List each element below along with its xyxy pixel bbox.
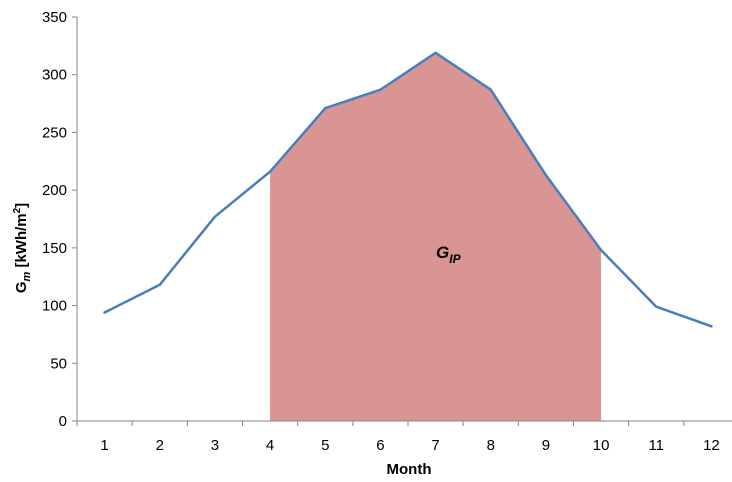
x-tick-label: 3 bbox=[211, 437, 219, 454]
data-point bbox=[103, 311, 106, 314]
x-axis-title: Month bbox=[387, 461, 432, 478]
data-point bbox=[489, 88, 492, 91]
data-point bbox=[544, 173, 548, 177]
x-tick-label: 9 bbox=[542, 437, 550, 454]
data-point bbox=[158, 283, 161, 286]
shaded-area bbox=[270, 52, 602, 421]
y-tick-label: 50 bbox=[50, 355, 67, 372]
y-axis-unit-superscript: 2 bbox=[12, 207, 23, 213]
data-point bbox=[213, 215, 217, 218]
y-tick-label: 150 bbox=[42, 240, 67, 257]
x-tick-label: 5 bbox=[321, 437, 329, 454]
x-tick-label: 7 bbox=[431, 437, 439, 454]
x-tick-label: 11 bbox=[648, 437, 664, 454]
data-point bbox=[379, 88, 382, 91]
y-axis-title: Gm [kWh/m2] bbox=[12, 203, 33, 293]
x-tick-label: 8 bbox=[487, 437, 495, 454]
y-axis-symbol: G bbox=[13, 282, 30, 294]
shaded-area-label-symbol: G bbox=[436, 243, 449, 262]
data-point bbox=[434, 51, 437, 54]
x-tick-label: 1 bbox=[100, 437, 108, 454]
y-tick-label: 100 bbox=[42, 298, 67, 315]
data-point bbox=[710, 325, 713, 328]
series-line bbox=[103, 51, 713, 328]
shaded-area-label-subscript: IP bbox=[449, 252, 461, 266]
shaded-area-layer bbox=[270, 52, 602, 421]
y-tick-label: 0 bbox=[59, 413, 67, 430]
data-point bbox=[655, 305, 658, 308]
data-point bbox=[599, 248, 603, 252]
y-tick-label: 350 bbox=[42, 9, 67, 26]
y-axis-unit: [kWh/m bbox=[13, 213, 30, 271]
y-axis-subscript: m bbox=[21, 272, 33, 282]
shaded-area-label: GIP bbox=[436, 243, 462, 266]
y-axis-unit-close: ] bbox=[13, 203, 30, 208]
y-tick-label: 250 bbox=[42, 124, 67, 141]
x-tick-label: 6 bbox=[376, 437, 384, 454]
axes-layer bbox=[72, 16, 732, 426]
y-tick-label: 300 bbox=[42, 67, 67, 84]
x-tick-label: 2 bbox=[156, 437, 164, 454]
data-point bbox=[324, 106, 327, 110]
x-tick-label: 12 bbox=[703, 437, 720, 454]
series-line-layer bbox=[103, 51, 713, 328]
data-point bbox=[268, 170, 272, 173]
x-tick-label: 10 bbox=[593, 437, 610, 454]
x-tick-label: 4 bbox=[266, 437, 274, 454]
y-tick-label: 200 bbox=[42, 182, 67, 199]
